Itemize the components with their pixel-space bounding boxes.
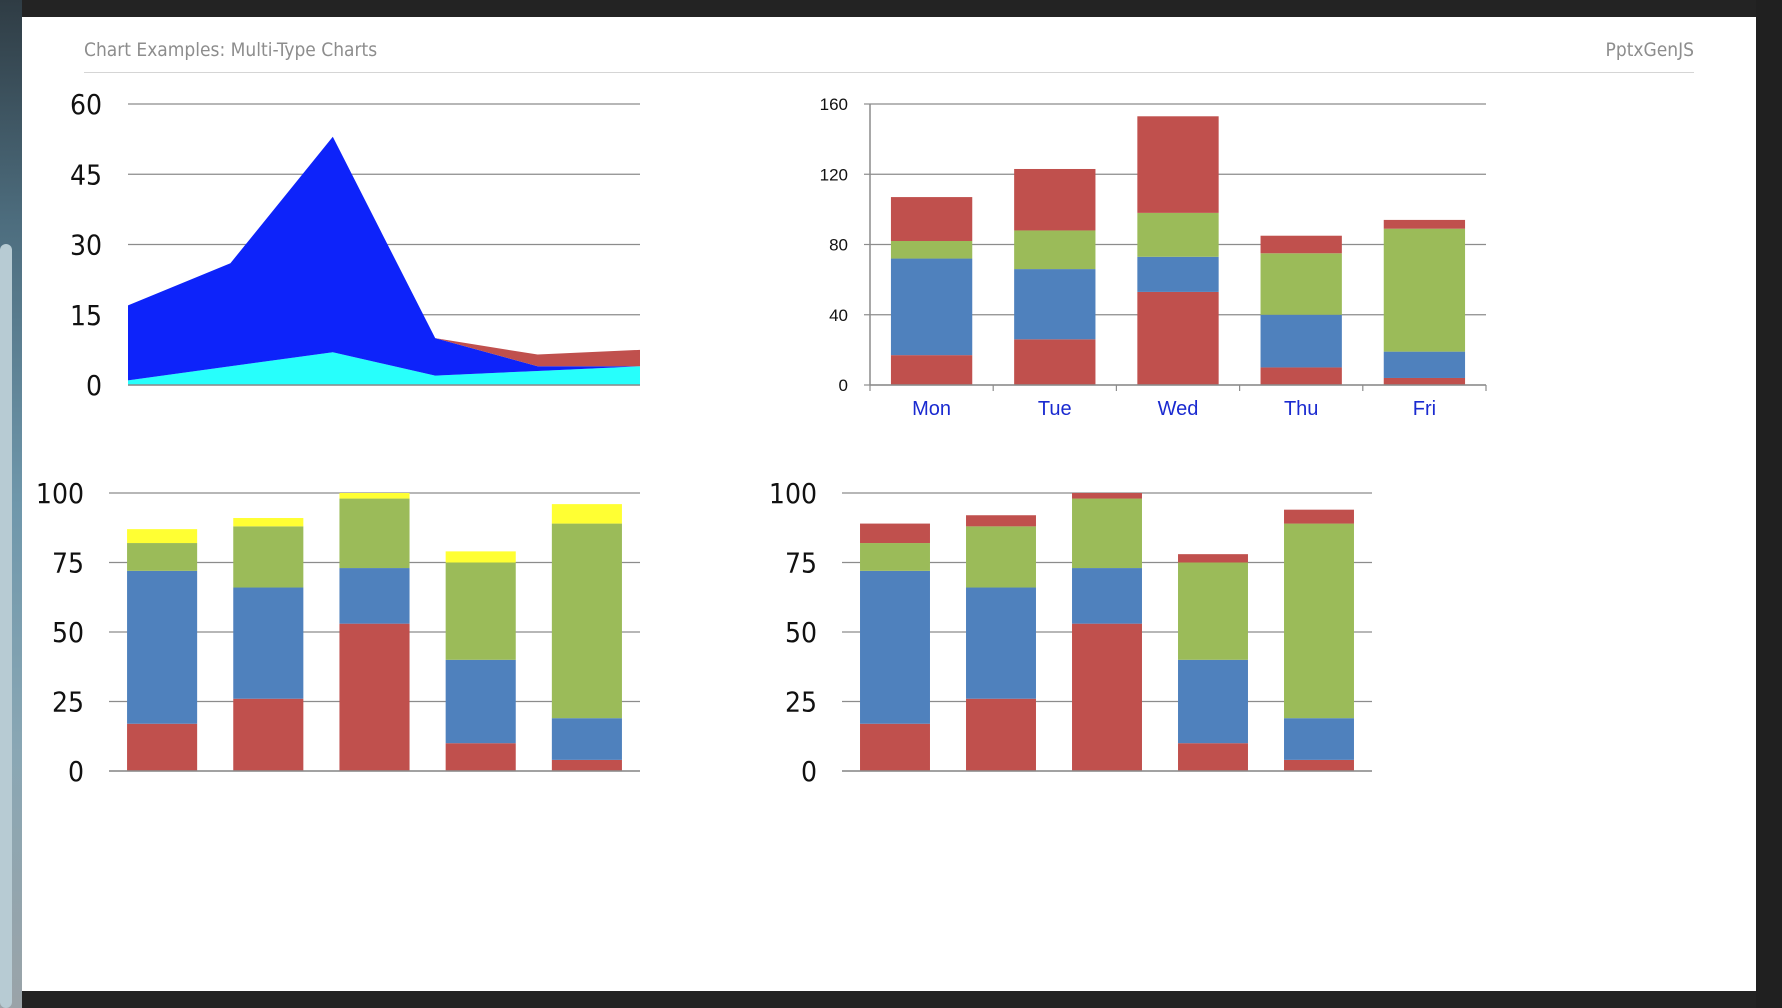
area-chart: 0 15 30 45 60 bbox=[70, 88, 640, 402]
bar-segment bbox=[1178, 562, 1248, 660]
bar-segment bbox=[1014, 269, 1096, 340]
y-tick-label: 45 bbox=[70, 158, 102, 191]
bar-segment bbox=[1137, 291, 1219, 385]
bar-segment bbox=[890, 197, 973, 241]
bar-segment bbox=[1284, 759, 1354, 771]
y-tick-label: 0 bbox=[801, 755, 817, 788]
bar-segment bbox=[1137, 256, 1219, 292]
bar-segment bbox=[860, 570, 930, 724]
bar-segment bbox=[1072, 493, 1142, 499]
y-tick-label: 75 bbox=[52, 547, 84, 580]
brand-label: PptxGenJS bbox=[1605, 39, 1694, 61]
bar-segment bbox=[339, 623, 410, 771]
bar-segment bbox=[445, 659, 516, 744]
bar-chart-yellow-top: 0 25 50 75 100 bbox=[36, 477, 640, 788]
bar-segment bbox=[445, 743, 516, 771]
bar-segment bbox=[233, 587, 304, 699]
bar-segment bbox=[890, 240, 973, 259]
bar-segment bbox=[1137, 116, 1219, 213]
bar-segment bbox=[890, 258, 973, 356]
bar-segment bbox=[1383, 228, 1466, 352]
bar-segment bbox=[1383, 351, 1466, 378]
bar-segment bbox=[1014, 168, 1096, 231]
bar-segment bbox=[1072, 498, 1142, 569]
bar-segment bbox=[551, 759, 622, 771]
y-tick-label: 160 bbox=[820, 95, 848, 114]
bar-segment bbox=[551, 523, 622, 719]
y-tick-label: 0 bbox=[68, 755, 84, 788]
x-tick-label: Wed bbox=[1158, 398, 1199, 420]
x-tick-label: Fri bbox=[1413, 398, 1436, 420]
bar-segment bbox=[1383, 377, 1466, 385]
y-tick-label: 15 bbox=[70, 299, 102, 332]
bar-segment bbox=[1260, 367, 1342, 385]
bar-segment bbox=[1014, 339, 1096, 385]
y-tick-label: 50 bbox=[52, 616, 84, 649]
bar-segment bbox=[127, 543, 198, 571]
bar-segment bbox=[1137, 212, 1219, 257]
bar-segment bbox=[1178, 659, 1248, 744]
y-tick-label: 30 bbox=[70, 229, 102, 262]
bar-segment bbox=[966, 515, 1036, 527]
bar-segment bbox=[127, 723, 198, 771]
y-tick-label: 50 bbox=[785, 616, 817, 649]
y-tick-label: 100 bbox=[36, 477, 84, 510]
bar-segment bbox=[1260, 235, 1342, 254]
bar-segment bbox=[1260, 314, 1342, 368]
y-tick-label: 0 bbox=[839, 376, 848, 395]
bar-segment bbox=[445, 562, 516, 660]
bar-segment bbox=[551, 504, 622, 524]
bar-segment bbox=[966, 526, 1036, 588]
bar-chart-red-top: 0 25 50 75 100 bbox=[769, 477, 1372, 788]
y-tick-label: 100 bbox=[769, 477, 817, 510]
window-right-edge bbox=[1756, 0, 1782, 1008]
y-tick-label: 60 bbox=[70, 88, 102, 121]
bar-segment bbox=[1383, 219, 1466, 229]
bar-segment bbox=[1014, 230, 1096, 270]
bar-segment bbox=[127, 570, 198, 724]
bar-segment bbox=[966, 587, 1036, 699]
bar-segment bbox=[1284, 718, 1354, 760]
bar-segment bbox=[339, 498, 410, 569]
y-tick-label: 80 bbox=[829, 236, 848, 255]
bar-segment bbox=[233, 698, 304, 771]
bar-segment bbox=[339, 493, 410, 499]
bar-segment bbox=[233, 526, 304, 588]
y-tick-label: 75 bbox=[785, 547, 817, 580]
y-tick-label: 40 bbox=[829, 306, 848, 325]
bar-chart-weekdays: 0 40 80 120 160 Mon Tue Wed Thu Fri bbox=[820, 95, 1487, 420]
bar-segment bbox=[1178, 554, 1248, 563]
slide-title: Chart Examples: Multi-Type Charts bbox=[84, 39, 378, 61]
bar-segment bbox=[233, 518, 304, 527]
bar-segment bbox=[445, 551, 516, 563]
chart-svg: 0 15 30 45 60 0 40 80 120 160 Mon Tue Wed Thu Fri 0 25 50… bbox=[36, 88, 1487, 788]
bar-segment bbox=[1260, 253, 1342, 315]
x-tick-label: Mon bbox=[912, 398, 951, 420]
bar-segment bbox=[339, 568, 410, 624]
slide: Chart Examples: Multi-Type Charts PptxGe… bbox=[22, 17, 1756, 991]
bar-segment bbox=[860, 543, 930, 571]
bar-segment bbox=[1284, 523, 1354, 719]
area-series bbox=[128, 136, 640, 381]
x-tick-label: Tue bbox=[1038, 398, 1072, 420]
bar-segment bbox=[127, 529, 198, 544]
y-tick-label: 25 bbox=[785, 686, 817, 719]
bar-segment bbox=[551, 718, 622, 760]
slide-header: Chart Examples: Multi-Type Charts PptxGe… bbox=[84, 17, 1694, 73]
bar-segment bbox=[1284, 509, 1354, 524]
bar-segment bbox=[1178, 743, 1248, 771]
bar-segment bbox=[860, 723, 930, 771]
bar-segment bbox=[860, 523, 930, 544]
area-series bbox=[128, 352, 640, 385]
bar-segment bbox=[1072, 568, 1142, 624]
bar-segment bbox=[890, 355, 973, 385]
scrollbar-thumb[interactable] bbox=[0, 244, 12, 1008]
bar-segment bbox=[966, 698, 1036, 771]
bar-segment bbox=[1072, 623, 1142, 771]
y-tick-label: 120 bbox=[820, 165, 848, 184]
y-tick-label: 25 bbox=[52, 686, 84, 719]
x-tick-label: Thu bbox=[1284, 398, 1318, 420]
y-tick-label: 0 bbox=[86, 369, 102, 402]
